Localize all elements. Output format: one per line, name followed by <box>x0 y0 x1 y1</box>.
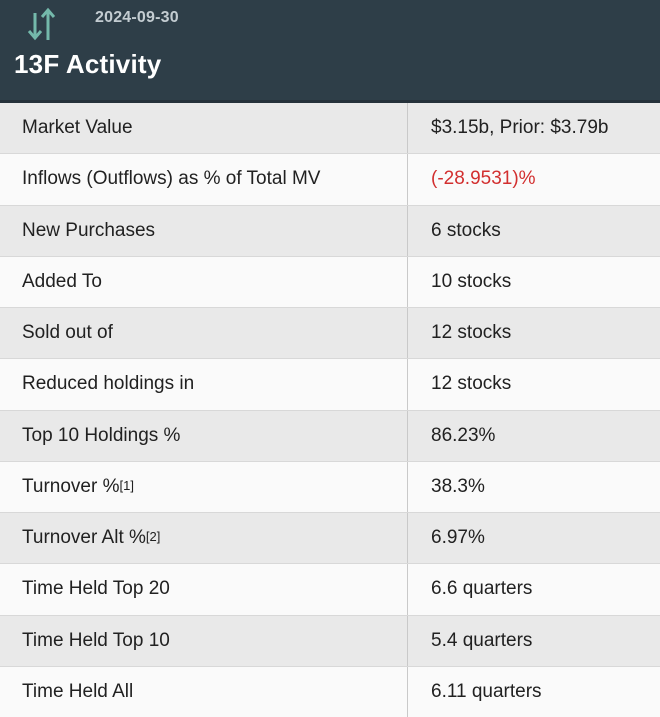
row-value: 6.11 quarters <box>431 680 542 702</box>
table-row: Turnover Alt % [2] 6.97% <box>0 512 660 564</box>
row-value: 6.6 quarters <box>431 578 533 600</box>
table-row: Top 10 Holdings % 86.23% <box>0 409 660 461</box>
activity-table: Market Value $3.15b, Prior: $3.79b Inflo… <box>0 103 660 717</box>
row-label: Turnover % [1] <box>0 461 408 512</box>
row-label: Added To <box>0 256 408 307</box>
table-row: Time Held All 6.11 quarters <box>0 665 660 717</box>
page-title: 13F Activity <box>14 49 162 79</box>
row-value: (-28.9531)% <box>431 168 536 190</box>
row-label: New Purchases <box>0 205 408 256</box>
row-label: Time Held Top 20 <box>0 564 408 615</box>
row-value: 6 stocks <box>431 219 501 241</box>
row-value: 86.23% <box>431 424 496 446</box>
row-label: Time Held Top 10 <box>0 615 408 666</box>
row-label: Market Value <box>0 103 408 154</box>
card-header: 2024-09-30 13F Activity <box>0 0 660 103</box>
table-row: Time Held Top 20 6.6 quarters <box>0 563 660 615</box>
table-row: Sold out of 12 stocks <box>0 307 660 359</box>
row-value: 12 stocks <box>431 373 512 395</box>
table-row: Inflows (Outflows) as % of Total MV (-28… <box>0 153 660 205</box>
row-value: 6.97% <box>431 527 485 549</box>
row-label: Inflows (Outflows) as % of Total MV <box>0 154 408 205</box>
row-label: Turnover Alt % [2] <box>0 513 408 564</box>
row-value: $3.15b, Prior: $3.79b <box>431 117 609 139</box>
row-value: 5.4 quarters <box>431 629 533 651</box>
row-value: 12 stocks <box>431 322 512 344</box>
row-value: 38.3% <box>431 475 485 497</box>
row-label: Time Held All <box>0 666 408 717</box>
table-row: Market Value $3.15b, Prior: $3.79b <box>0 103 660 154</box>
row-label: Top 10 Holdings % <box>0 410 408 461</box>
table-row: Reduced holdings in 12 stocks <box>0 358 660 410</box>
report-date: 2024-09-30 <box>95 9 179 26</box>
table-row: Time Held Top 10 5.4 quarters <box>0 614 660 666</box>
table-row: Turnover % [1] 38.3% <box>0 460 660 512</box>
up-down-arrows-icon <box>27 7 56 41</box>
table-row: New Purchases 6 stocks <box>0 204 660 256</box>
row-label: Reduced holdings in <box>0 359 408 410</box>
table-row: Added To 10 stocks <box>0 255 660 307</box>
row-label: Sold out of <box>0 308 408 359</box>
row-value: 10 stocks <box>431 270 512 292</box>
